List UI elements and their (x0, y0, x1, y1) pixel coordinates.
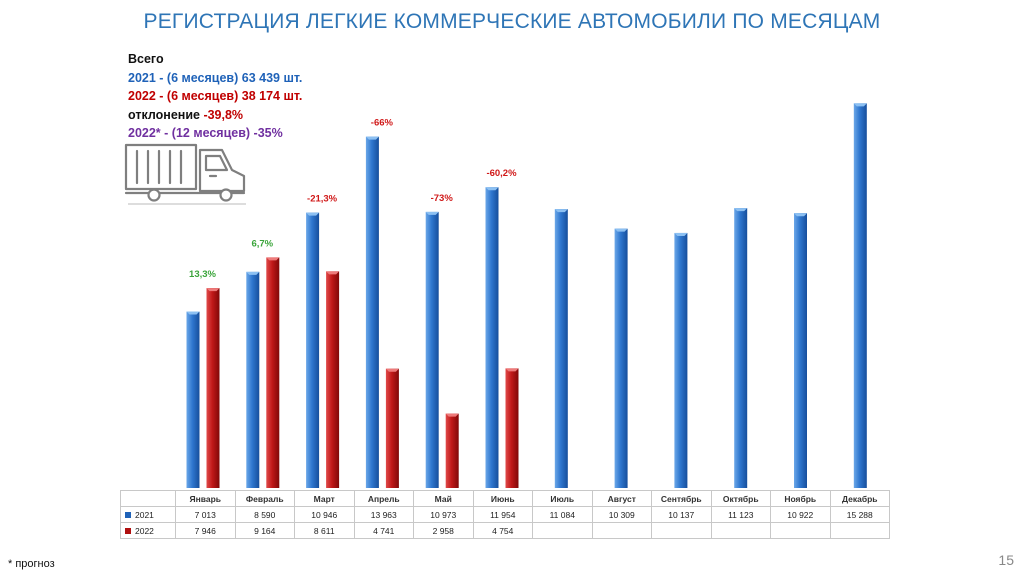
bar-2021-10 (734, 208, 748, 488)
table-row-2022: 2022 7 946 9 164 8 611 4 741 2 958 4 754 (120, 522, 890, 539)
change-label-5: -73% (431, 193, 454, 204)
bar-2021-9 (674, 232, 688, 488)
deviation-value: -39,8% (203, 107, 244, 122)
table-header-row: Январь Февраль Март Апрель Май Июнь Июль Август… (120, 490, 890, 507)
value-2021-8: 10 309 (591, 506, 652, 523)
bar-2021-1 (186, 311, 200, 488)
legend-name-2021: 2021 (135, 509, 154, 520)
value-2021-9: 10 137 (651, 506, 712, 523)
month-label-12: Декабрь (829, 490, 890, 507)
value-2022-6: 4 754 (472, 522, 533, 539)
value-2021-11: 10 922 (770, 506, 831, 523)
legend-2021: 2021 (120, 506, 176, 523)
summary-block: Всего 2021 - (6 месяцев) 63 439 шт. 2022… (128, 50, 302, 143)
value-2021-12: 15 288 (829, 506, 890, 523)
value-2021-5: 10 973 (413, 506, 474, 523)
value-2021-7: 11 084 (532, 506, 593, 523)
change-label-1: 13,3% (189, 269, 216, 280)
change-label-2: 6,7% (251, 238, 273, 249)
bar-2021-11 (794, 213, 807, 488)
truck-icon (124, 143, 246, 205)
month-label-9: Сентябрь (651, 490, 712, 507)
bar-2021-3 (306, 212, 320, 488)
bar-2022-1 (206, 288, 220, 488)
value-2022-2: 9 164 (234, 522, 295, 539)
change-label-4: -66% (371, 118, 394, 129)
summary-forecast: 2022* - (12 месяцев) -35% (128, 126, 283, 140)
value-2021-3: 10 946 (294, 506, 355, 523)
bar-2022-5 (445, 413, 459, 488)
bar-chart: 13,3% 6,7% -21,3% -66% -73% -60,2% (186, 103, 867, 489)
month-label-8: Август (591, 490, 652, 507)
bar-2021-8 (614, 228, 628, 489)
bar-2021-12 (853, 103, 867, 488)
month-label-11: Ноябрь (770, 490, 831, 507)
bar-2022-2 (266, 257, 280, 488)
bar-2021-7 (554, 209, 568, 489)
month-label-2: Февраль (234, 490, 295, 507)
page-number: 15 (998, 552, 1014, 568)
month-label-6: Июнь (472, 490, 533, 507)
value-2022-8 (591, 522, 652, 539)
month-label-1: Январь (175, 490, 236, 507)
bar-2022-6 (505, 368, 519, 488)
bar-2022-4 (385, 368, 399, 488)
page-title: РЕГИСТРАЦИЯ ЛЕГКИЕ КОММЕРЧЕСКИЕ АВТОМОБИ… (143, 10, 881, 33)
month-label-5: Май (413, 490, 474, 507)
value-2021-1: 7 013 (175, 506, 236, 523)
change-label-6: -60,2% (486, 168, 517, 179)
table-corner (120, 490, 176, 507)
summary-2022: 2022 - (6 месяцев) 38 174 шт. (128, 89, 303, 103)
legend-name-2022: 2022 (135, 525, 154, 536)
bar-2021-2 (246, 271, 260, 488)
table-row-2021: 2021 7 013 8 590 10 946 13 963 10 973 11 954 11… (120, 506, 890, 523)
bar-2021-5 (425, 211, 439, 489)
deviation-label: отклонение (128, 107, 204, 122)
bar-2021-6 (485, 187, 499, 489)
month-label-7: Июль (532, 490, 593, 507)
value-2022-12 (829, 522, 890, 539)
value-2021-6: 11 954 (472, 506, 533, 523)
footnote: * прогноз (8, 558, 55, 570)
data-table: Январь Февраль Март Апрель Май Июнь Июль Август… (120, 490, 890, 539)
change-label-3: -21,3% (307, 194, 338, 205)
summary-2021: 2021 - (6 месяцев) 63 439 шт. (128, 70, 303, 85)
value-2022-1: 7 946 (175, 522, 236, 539)
value-2022-3: 8 611 (294, 522, 355, 539)
value-2021-10: 11 123 (710, 506, 771, 523)
value-2021-4: 13 963 (353, 506, 414, 523)
legend-key-2022 (125, 528, 131, 535)
value-2022-5: 2 958 (413, 522, 474, 539)
month-label-10: Октябрь (710, 490, 771, 507)
value-2022-11 (770, 522, 831, 539)
bar-2022-3 (326, 271, 340, 488)
value-2022-7 (532, 522, 593, 539)
summary-heading: Всего (128, 52, 164, 66)
value-2022-10 (710, 522, 771, 539)
legend-2022: 2022 (120, 522, 176, 539)
month-label-4: Апрель (353, 490, 414, 507)
month-label-3: Март (294, 490, 355, 507)
value-2021-2: 8 590 (234, 506, 295, 523)
bar-2021-4 (365, 136, 379, 488)
value-2022-9 (651, 522, 712, 539)
summary-deviation: отклонение -39,8% (128, 106, 302, 125)
value-2022-4: 4 741 (353, 522, 414, 539)
legend-key-2021 (125, 512, 131, 519)
